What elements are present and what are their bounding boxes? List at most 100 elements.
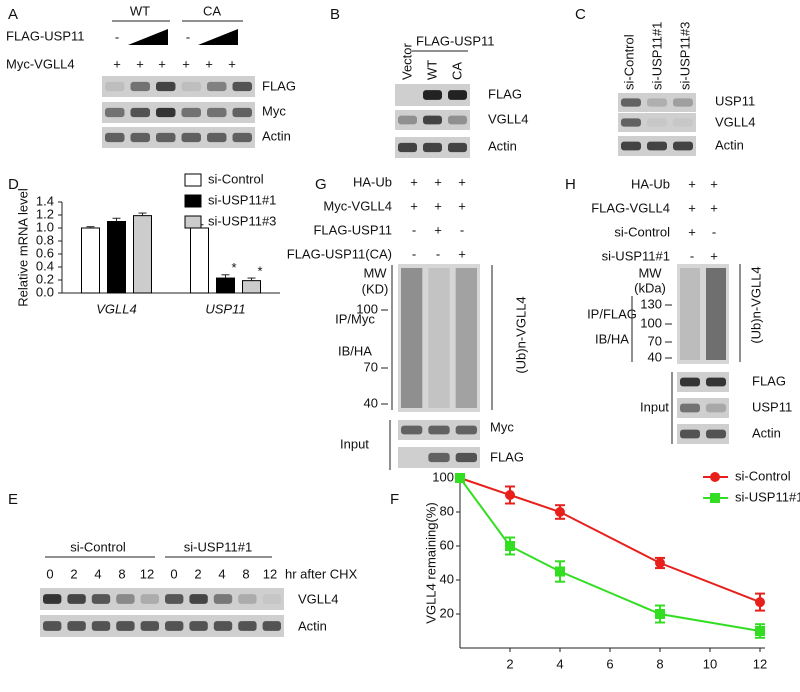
x-tick-label: 12 [753,656,767,671]
row-label: Myc-VGLL4 [323,198,392,213]
band-label: VGLL4 [298,591,338,606]
lane-label: Vector [399,42,414,80]
row-label: FLAG-USP11(CA) [287,246,392,261]
time-label: 4 [94,566,101,581]
group-label: CA [203,3,221,18]
band-label: USP11 [752,399,792,414]
point [505,541,515,551]
sign: + [688,200,696,215]
blot-band [448,142,467,153]
blot-band [401,425,423,435]
x-tick-label: 10 [703,656,717,671]
time-label: 2 [70,566,77,581]
row-label: si-Control [614,224,670,239]
y-tick-label: 1.4 [36,193,54,208]
group-label: si-USP11#1 [184,539,252,554]
blot-background [677,424,729,444]
time-label: 8 [242,566,249,581]
sign: + [458,174,466,189]
blot-band [67,621,86,631]
blot-band [673,141,693,151]
blot-background [40,615,284,637]
x-tick-label: 6 [606,656,613,671]
legend-label: si-USP11#1 [735,489,800,504]
lane-label: WT [424,60,439,80]
blot-band [165,621,184,631]
bar [190,227,209,294]
sign: + [205,56,213,71]
mw-marker: 40 [648,349,662,364]
band-label: Actin [488,138,517,153]
legend-label: si-Control [735,468,791,483]
y-tick-label: 80 [440,503,454,518]
sign: + [434,198,442,213]
y-tick-label: 100 [432,469,454,484]
blot-band [130,81,150,92]
y-tick-label: 0.4 [36,258,54,273]
sign: + [228,56,236,71]
sign: - [186,29,190,44]
header-label: FLAG-USP11 [416,33,495,48]
band-label: VGLL4 [715,114,755,129]
row-label: HA-Ub [353,174,392,189]
row-label: HA-Ub [631,176,670,191]
mw-marker: 100 [356,301,378,316]
blot-smear [428,268,450,408]
blot-band [423,142,442,153]
band-label: Myc [262,103,286,118]
sign: + [410,174,418,189]
blot-band [455,425,477,435]
ub-label: (Ub)n-VGLL4 [513,296,528,373]
point [455,473,465,483]
blot-band [448,90,467,100]
row-label: FLAG-USP11 [6,28,85,43]
y-tick-label: 1.0 [36,219,54,234]
blot-band [238,594,257,604]
band-label: FLAG [490,449,524,464]
blot-background [618,93,696,112]
blot-band [262,594,281,604]
blot-band [428,425,450,435]
band-label: Actin [262,128,291,143]
legend-swatch [184,194,202,208]
blot-band [156,132,176,143]
time-label: 12 [263,566,277,581]
y-tick-label: 0.2 [36,271,54,286]
y-tick-label: 0.0 [36,284,54,299]
sign: + [710,176,718,191]
lane-label: si-USP11#3 [677,22,692,90]
sign: + [458,246,466,261]
blot-band [189,621,208,631]
blot-background [40,588,284,610]
panel-label: G [315,176,327,193]
blot-band [673,118,693,127]
blot-band [680,429,700,439]
blot-band [428,452,450,463]
panel-label: A [8,6,18,23]
blot-band [130,132,150,143]
blot-band [647,141,667,151]
blot-band [213,594,233,604]
ub-label: (Ub)n-VGLL4 [748,266,763,343]
blot-band [91,621,111,631]
blot-band [262,621,281,631]
time-label: 4 [218,566,225,581]
input-label: Input [340,436,369,451]
blot-band [140,594,159,604]
mw-marker: 130 [640,296,662,311]
bar [242,280,261,294]
point [755,626,765,636]
blot-background [102,76,255,97]
sign: - [412,222,416,237]
blot-band [105,81,125,92]
bar [133,215,152,294]
y-tick-label: 60 [440,537,454,552]
legend-label: si-USP11#3 [208,213,276,228]
mw-marker: 40 [364,395,378,410]
significance-mark: * [232,260,237,275]
blot-band [43,594,62,604]
blot-band [91,594,111,604]
lane-label: CA [449,62,464,80]
x-tick-label: 4 [556,656,563,671]
